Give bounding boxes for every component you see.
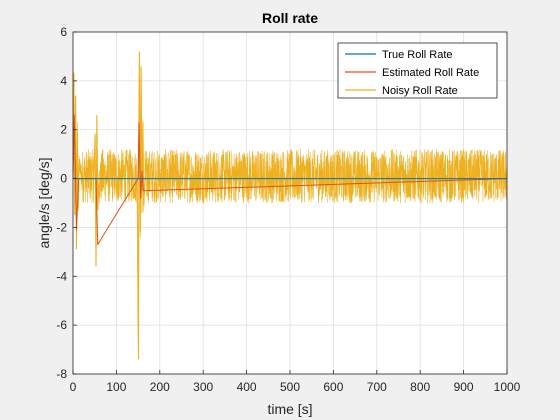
y-tick-label: -6: [56, 318, 67, 332]
x-tick-label: 300: [193, 380, 213, 394]
x-tick-label: 600: [323, 380, 343, 394]
x-tick-label: 200: [150, 380, 170, 394]
y-tick-label: -8: [56, 367, 67, 381]
y-tick-label: 0: [60, 172, 67, 186]
y-tick-label: -2: [56, 220, 67, 234]
series-layer: [73, 51, 507, 360]
series-spikes-noisy-roll-rate: [73, 51, 507, 360]
x-tick-label: 400: [237, 380, 257, 394]
series-line-estimated-roll-rate: [73, 114, 507, 246]
y-axis-label: angle/s [deg/s]: [36, 157, 52, 248]
x-axis-label: time [s]: [267, 401, 312, 417]
legend-entry-true-roll-rate: True Roll Rate: [382, 49, 453, 61]
x-tick-label: 1000: [494, 380, 521, 394]
y-tick-label: -4: [56, 269, 67, 283]
x-tick-label: 800: [410, 380, 430, 394]
chart-title: Roll rate: [262, 10, 318, 26]
chart-legend: True Roll Rate Estimated Roll Rate Noisy R…: [337, 42, 498, 99]
x-tick-label: 900: [454, 380, 474, 394]
x-tick-label: 100: [106, 380, 126, 394]
x-tick-label: 0: [70, 380, 77, 394]
legend-box: [337, 42, 498, 99]
x-tick-label: 700: [367, 380, 387, 394]
legend-entry-noisy-roll-rate: Noisy Roll Rate: [382, 85, 458, 97]
x-tick-label: 500: [280, 380, 300, 394]
axis-ticks: 0 100 200 300 400 500 600 700 800 900 1000 -8 -6 -4 -2…: [56, 25, 520, 394]
y-tick-label: 4: [60, 74, 67, 88]
y-tick-label: 6: [60, 25, 67, 39]
y-tick-label: 2: [60, 123, 67, 137]
legend-entry-estimated-roll-rate: Estimated Roll Rate: [382, 67, 479, 79]
